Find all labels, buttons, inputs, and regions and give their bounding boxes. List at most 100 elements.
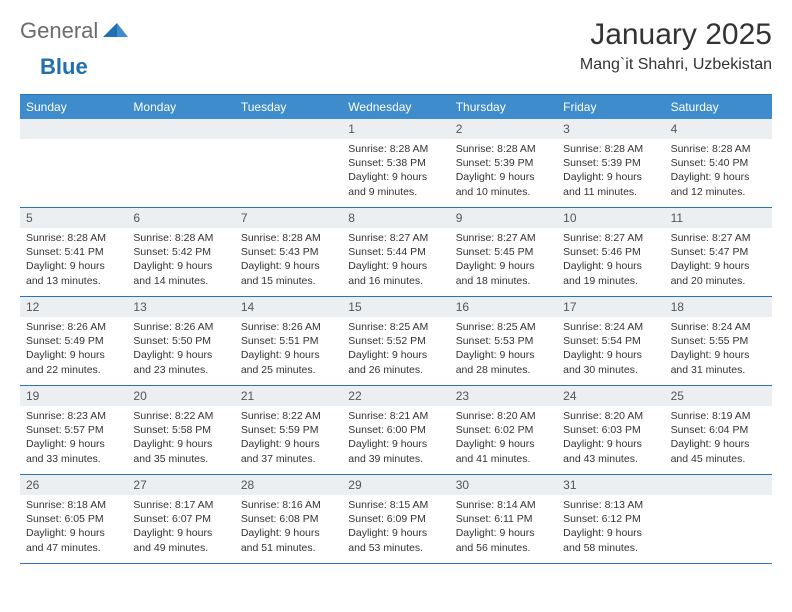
logo-triangle-icon [103,20,129,43]
sunset-text: Sunset: 5:39 PM [563,156,658,170]
sunset-text: Sunset: 5:52 PM [348,334,443,348]
daylight-text: Daylight: 9 hours and 13 minutes. [26,259,121,287]
daylight-text: Daylight: 9 hours and 25 minutes. [241,348,336,376]
day-details: Sunrise: 8:28 AMSunset: 5:42 PMDaylight:… [127,228,234,294]
sunset-text: Sunset: 5:59 PM [241,423,336,437]
day-details: Sunrise: 8:14 AMSunset: 6:11 PMDaylight:… [450,495,557,561]
day-number [235,119,342,139]
calendar-cell: 14Sunrise: 8:26 AMSunset: 5:51 PMDayligh… [235,297,342,385]
sunrise-text: Sunrise: 8:26 AM [241,320,336,334]
day-number: 5 [20,208,127,228]
logo-blue: Blue [40,54,88,79]
day-header: Friday [557,95,664,119]
sunrise-text: Sunrise: 8:26 AM [26,320,121,334]
calendar-cell: 6Sunrise: 8:28 AMSunset: 5:42 PMDaylight… [127,208,234,296]
calendar-cell: 20Sunrise: 8:22 AMSunset: 5:58 PMDayligh… [127,386,234,474]
daylight-text: Daylight: 9 hours and 45 minutes. [671,437,766,465]
day-details: Sunrise: 8:26 AMSunset: 5:49 PMDaylight:… [20,317,127,383]
day-number: 29 [342,475,449,495]
sunrise-text: Sunrise: 8:27 AM [456,231,551,245]
day-details: Sunrise: 8:16 AMSunset: 6:08 PMDaylight:… [235,495,342,561]
calendar-cell: 5Sunrise: 8:28 AMSunset: 5:41 PMDaylight… [20,208,127,296]
day-number: 26 [20,475,127,495]
day-details: Sunrise: 8:27 AMSunset: 5:47 PMDaylight:… [665,228,772,294]
sunset-text: Sunset: 6:04 PM [671,423,766,437]
sunset-text: Sunset: 5:53 PM [456,334,551,348]
day-number: 20 [127,386,234,406]
day-details: Sunrise: 8:28 AMSunset: 5:39 PMDaylight:… [557,139,664,205]
sunset-text: Sunset: 5:47 PM [671,245,766,259]
calendar-cell: 7Sunrise: 8:28 AMSunset: 5:43 PMDaylight… [235,208,342,296]
daylight-text: Daylight: 9 hours and 26 minutes. [348,348,443,376]
calendar-cell: 15Sunrise: 8:25 AMSunset: 5:52 PMDayligh… [342,297,449,385]
sunrise-text: Sunrise: 8:19 AM [671,409,766,423]
daylight-text: Daylight: 9 hours and 12 minutes. [671,170,766,198]
daylight-text: Daylight: 9 hours and 51 minutes. [241,526,336,554]
day-details: Sunrise: 8:27 AMSunset: 5:44 PMDaylight:… [342,228,449,294]
day-number: 10 [557,208,664,228]
sunrise-text: Sunrise: 8:18 AM [26,498,121,512]
sunset-text: Sunset: 5:43 PM [241,245,336,259]
sunset-text: Sunset: 5:54 PM [563,334,658,348]
calendar-cell: 22Sunrise: 8:21 AMSunset: 6:00 PMDayligh… [342,386,449,474]
day-number [665,475,772,495]
day-details: Sunrise: 8:25 AMSunset: 5:53 PMDaylight:… [450,317,557,383]
calendar-cell: 26Sunrise: 8:18 AMSunset: 6:05 PMDayligh… [20,475,127,563]
sunrise-text: Sunrise: 8:28 AM [671,142,766,156]
sunrise-text: Sunrise: 8:28 AM [456,142,551,156]
calendar: Sunday Monday Tuesday Wednesday Thursday… [20,94,772,564]
month-title: January 2025 [580,18,772,52]
daylight-text: Daylight: 9 hours and 43 minutes. [563,437,658,465]
day-details: Sunrise: 8:15 AMSunset: 6:09 PMDaylight:… [342,495,449,561]
daylight-text: Daylight: 9 hours and 20 minutes. [671,259,766,287]
calendar-cell: 13Sunrise: 8:26 AMSunset: 5:50 PMDayligh… [127,297,234,385]
sunset-text: Sunset: 5:50 PM [133,334,228,348]
sunrise-text: Sunrise: 8:15 AM [348,498,443,512]
calendar-cell [127,119,234,207]
day-details: Sunrise: 8:22 AMSunset: 5:58 PMDaylight:… [127,406,234,472]
calendar-cell: 29Sunrise: 8:15 AMSunset: 6:09 PMDayligh… [342,475,449,563]
sunset-text: Sunset: 5:58 PM [133,423,228,437]
calendar-cell: 16Sunrise: 8:25 AMSunset: 5:53 PMDayligh… [450,297,557,385]
day-number: 30 [450,475,557,495]
calendar-week: 5Sunrise: 8:28 AMSunset: 5:41 PMDaylight… [20,208,772,297]
sunset-text: Sunset: 5:39 PM [456,156,551,170]
day-details: Sunrise: 8:21 AMSunset: 6:00 PMDaylight:… [342,406,449,472]
day-number: 8 [342,208,449,228]
calendar-cell: 24Sunrise: 8:20 AMSunset: 6:03 PMDayligh… [557,386,664,474]
day-details: Sunrise: 8:28 AMSunset: 5:38 PMDaylight:… [342,139,449,205]
day-number: 27 [127,475,234,495]
sunrise-text: Sunrise: 8:20 AM [563,409,658,423]
calendar-cell: 25Sunrise: 8:19 AMSunset: 6:04 PMDayligh… [665,386,772,474]
calendar-week: 1Sunrise: 8:28 AMSunset: 5:38 PMDaylight… [20,119,772,208]
calendar-cell: 8Sunrise: 8:27 AMSunset: 5:44 PMDaylight… [342,208,449,296]
calendar-cell: 30Sunrise: 8:14 AMSunset: 6:11 PMDayligh… [450,475,557,563]
sunset-text: Sunset: 6:02 PM [456,423,551,437]
daylight-text: Daylight: 9 hours and 23 minutes. [133,348,228,376]
day-details: Sunrise: 8:22 AMSunset: 5:59 PMDaylight:… [235,406,342,472]
sunset-text: Sunset: 5:45 PM [456,245,551,259]
day-header: Thursday [450,95,557,119]
day-number: 17 [557,297,664,317]
day-details: Sunrise: 8:26 AMSunset: 5:51 PMDaylight:… [235,317,342,383]
calendar-cell: 12Sunrise: 8:26 AMSunset: 5:49 PMDayligh… [20,297,127,385]
calendar-cell: 2Sunrise: 8:28 AMSunset: 5:39 PMDaylight… [450,119,557,207]
sunset-text: Sunset: 5:44 PM [348,245,443,259]
calendar-cell: 18Sunrise: 8:24 AMSunset: 5:55 PMDayligh… [665,297,772,385]
sunset-text: Sunset: 5:42 PM [133,245,228,259]
calendar-cell: 21Sunrise: 8:22 AMSunset: 5:59 PMDayligh… [235,386,342,474]
daylight-text: Daylight: 9 hours and 22 minutes. [26,348,121,376]
day-number: 3 [557,119,664,139]
calendar-cell: 3Sunrise: 8:28 AMSunset: 5:39 PMDaylight… [557,119,664,207]
sunrise-text: Sunrise: 8:17 AM [133,498,228,512]
sunset-text: Sunset: 6:08 PM [241,512,336,526]
sunrise-text: Sunrise: 8:24 AM [563,320,658,334]
daylight-text: Daylight: 9 hours and 58 minutes. [563,526,658,554]
day-details: Sunrise: 8:27 AMSunset: 5:46 PMDaylight:… [557,228,664,294]
day-details: Sunrise: 8:17 AMSunset: 6:07 PMDaylight:… [127,495,234,561]
calendar-header-row: Sunday Monday Tuesday Wednesday Thursday… [20,95,772,119]
sunset-text: Sunset: 6:11 PM [456,512,551,526]
sunset-text: Sunset: 5:55 PM [671,334,766,348]
day-details: Sunrise: 8:28 AMSunset: 5:39 PMDaylight:… [450,139,557,205]
logo: General [20,18,131,44]
